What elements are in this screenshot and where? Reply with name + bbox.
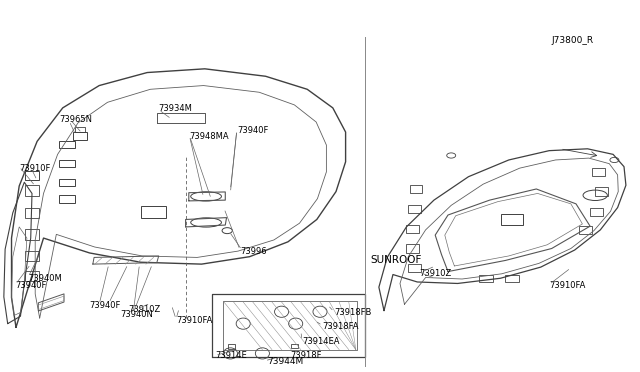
Text: 73996: 73996 (240, 247, 267, 256)
Text: 73910Z: 73910Z (128, 305, 160, 314)
Text: J73800_R: J73800_R (552, 36, 594, 45)
Text: 73910FA: 73910FA (549, 281, 586, 290)
Text: 73918FA: 73918FA (323, 322, 359, 331)
Text: 73918F: 73918F (290, 351, 321, 360)
Text: 73944M: 73944M (268, 357, 304, 366)
Text: 73940F: 73940F (237, 126, 268, 135)
Text: SUNROOF: SUNROOF (370, 256, 421, 265)
Text: 73940N: 73940N (120, 310, 153, 319)
Text: 73910FA: 73910FA (176, 316, 212, 325)
Text: 73918FB: 73918FB (334, 308, 371, 317)
Text: 73910Z: 73910Z (419, 269, 451, 278)
Text: 73940M: 73940M (28, 274, 62, 283)
Text: 73940F: 73940F (90, 301, 121, 310)
Text: 73914EA: 73914EA (302, 337, 340, 346)
Text: 73934M: 73934M (159, 104, 193, 113)
Text: 73948MA: 73948MA (189, 132, 229, 141)
Text: 73910F: 73910F (19, 164, 51, 173)
Text: 73965N: 73965N (59, 115, 92, 124)
Text: 73914E: 73914E (215, 351, 247, 360)
Text: 73940F: 73940F (15, 281, 47, 290)
